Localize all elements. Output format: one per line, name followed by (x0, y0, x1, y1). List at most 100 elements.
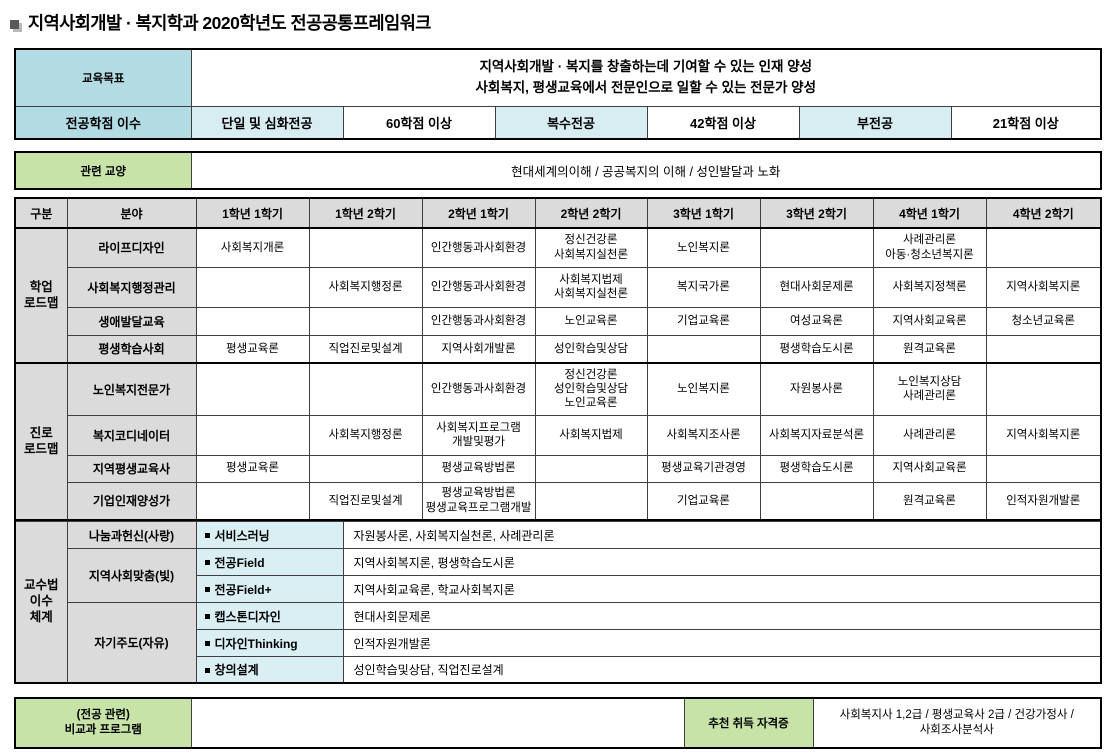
course-cell: 평생교육기관경영 (646, 454, 761, 483)
course-cell: 기업교육론 (646, 306, 761, 336)
course-cell: 사회복지조사론 (646, 414, 761, 456)
column-header: 3학년 2학기 (759, 197, 874, 229)
credit-type-cell: 부전공 (798, 105, 952, 140)
course-cell: 정신건강론 성인학습및상담 노인교육론 (534, 362, 648, 416)
method-courses-cell: 지역사회교육론, 학교사회복지론 (342, 575, 1102, 603)
group-cell: 학업 로드맵 (14, 227, 68, 364)
course-cell: 평생교육론 (195, 334, 310, 364)
column-header: 1학년 1학기 (195, 197, 310, 229)
method-label: 전공Field+ (214, 582, 272, 597)
goal-text-cell: 지역사회개발 · 복지를 창출하는데 기여할 수 있는 인재 양성 사회복지, … (190, 48, 1102, 107)
course-cell (195, 414, 310, 456)
course-cell: 지역사회교육론 (872, 454, 987, 483)
course-cell: 청소년교육론 (985, 306, 1102, 336)
method-cell: 전공Field+ (195, 575, 344, 603)
bullet-icon (204, 533, 210, 539)
table-row: 자기주도(자유) 캡스톤디자인 현대사회문제론 (15, 602, 1102, 683)
table-row: 복지코디네이터 사회복지행정론 사회복지프로그램 개발및평가 사회복지법제 사회… (15, 414, 1102, 456)
field-cell: 복지코디네이터 (66, 414, 197, 456)
column-header: 구분 (14, 197, 68, 229)
course-cell: 사회복지프로그램 개발및평가 (421, 414, 536, 456)
course-cell: 사례관리론 아동·청소년복지론 (872, 227, 987, 268)
extracurricular-label-cell: (전공 관련) 비교과 프로그램 (14, 697, 192, 748)
course-cell: 평생교육방법론 평생교육프로그램개발 (421, 481, 536, 521)
bullet-icon (204, 641, 210, 647)
course-cell: 평생학습도시론 (759, 454, 874, 483)
column-header: 4학년 2학기 (985, 197, 1102, 229)
field-cell: 생애발달교육 (66, 306, 197, 336)
course-cell (308, 306, 423, 336)
course-cell (195, 266, 310, 308)
course-cell (195, 306, 310, 336)
course-cell: 인간행동과사회환경 (421, 266, 536, 308)
course-cell: 인간행동과사회환경 (421, 227, 536, 268)
course-cell: 인간행동과사회환경 (421, 362, 536, 416)
course-cell: 노인복지론 (646, 362, 761, 416)
course-cell: 사회복지법제 사회복지실천론 (534, 266, 648, 308)
related-liberal-row: 관련 교양 현대세계의이해 / 공공복지의 이해 / 성인발달과 노화 (14, 151, 1102, 190)
column-header: 2학년 1학기 (421, 197, 536, 229)
table-row: 기업인재양성가 직업진로및설계 평생교육방법론 평생교육프로그램개발 기업교육론… (15, 481, 1102, 521)
goal-credit-table: 교육목표 지역사회개발 · 복지를 창출하는데 기여할 수 있는 인재 양성 사… (14, 48, 1103, 140)
course-cell: 사회복지행정론 (308, 414, 423, 456)
field-cell: 평생학습사회 (66, 334, 197, 364)
category-cell: 지역사회맞춤(빛) (66, 548, 197, 603)
course-cell (759, 481, 874, 521)
column-header: 4학년 1학기 (872, 197, 987, 229)
related-liberal-table: 관련 교양 현대세계의이해 / 공공복지의 이해 / 성인발달과 노화 (14, 151, 1102, 190)
method-label: 디자인Thinking (214, 636, 298, 651)
course-cell: 지역사회개발론 (421, 334, 536, 364)
table-row: 진로 로드맵 노인복지전문가 인간행동과사회환경 정신건강론 성인학습및상담 노… (14, 362, 1102, 521)
course-cell (985, 227, 1102, 268)
certificate-label-cell: 추천 취득 자격증 (683, 697, 814, 748)
course-cell: 원격교육론 (872, 334, 987, 364)
course-cell: 사회복지행정론 (308, 266, 423, 308)
column-header: 분야 (66, 197, 197, 229)
teaching-method-table: 교수법 이수 체계 나눔과헌신(사랑) 서비스러닝 자원봉사론, 사회복지실천론… (14, 521, 1102, 684)
method-label: 창의설계 (214, 662, 259, 677)
method-courses-cell: 자원봉사론, 사회복지실천론, 사례관리론 (342, 521, 1102, 549)
credit-value-cell: 60학점 이상 (342, 105, 496, 140)
course-cell: 노인복지상담 사례관리론 (872, 362, 987, 416)
course-cell: 평생학습도시론 (759, 334, 874, 364)
course-cell (534, 454, 648, 483)
title-square-bullet-icon (10, 19, 19, 29)
method-courses-cell: 성인학습및상담, 직업진로설계 (342, 656, 1102, 683)
course-cell: 직업진로및설계 (308, 481, 423, 521)
method-courses-cell: 인적자원개발론 (342, 629, 1102, 657)
course-cell (308, 227, 423, 268)
credit-value-cell: 42학점 이상 (646, 105, 800, 140)
course-cell: 노인교육론 (534, 306, 648, 336)
course-cell: 평생교육론 (195, 454, 310, 483)
column-header: 1학년 2학기 (308, 197, 423, 229)
group-cell: 교수법 이수 체계 (14, 521, 68, 683)
course-cell: 노인복지론 (646, 227, 761, 268)
course-cell: 지역사회교육론 (872, 306, 987, 336)
course-cell: 사회복지개론 (195, 227, 310, 268)
course-cell (646, 334, 761, 364)
bullet-icon (204, 560, 210, 566)
course-cell: 원격교육론 (872, 481, 987, 521)
credit-row: 전공학점 이수 단일 및 심화전공 60학점 이상 복수전공 42학점 이상 부… (14, 105, 1102, 140)
column-header: 3학년 1학기 (646, 197, 761, 229)
field-cell: 라이프디자인 (66, 227, 197, 268)
credit-type-cell: 단일 및 심화전공 (190, 105, 344, 140)
method-cell: 캡스톤디자인 (195, 602, 344, 630)
field-cell: 노인복지전문가 (66, 362, 197, 416)
course-cell: 지역사회복지론 (985, 266, 1102, 308)
page-title-row: 지역사회개발 · 복지학과 2020학년도 전공공통프레임워크 (10, 10, 1115, 35)
table-row: 교수법 이수 체계 나눔과헌신(사랑) 서비스러닝 자원봉사론, 사회복지실천론… (14, 521, 1102, 683)
bullet-icon (204, 614, 210, 620)
table-row: 지역평생교육사 평생교육론 평생교육방법론 평생교육기관경영 평생학습도시론 지… (15, 454, 1102, 483)
course-cell (195, 362, 310, 416)
course-cell: 사회복지법제 (534, 414, 648, 456)
page-title: 지역사회개발 · 복지학과 2020학년도 전공공통프레임워크 (28, 13, 431, 33)
credit-type-cell: 복수전공 (494, 105, 648, 140)
course-cell (985, 362, 1102, 416)
course-cell: 성인학습및상담 (534, 334, 648, 364)
course-cell: 복지국가론 (646, 266, 761, 308)
table-row: 평생학습사회 평생교육론 직업진로및설계 지역사회개발론 성인학습및상담 평생학… (15, 334, 1102, 364)
method-label: 서비스러닝 (214, 528, 270, 543)
course-cell (308, 362, 423, 416)
table-row: 지역사회맞춤(빛) 전공Field 지역사회복지론, 평생학습도시론 (15, 548, 1102, 603)
